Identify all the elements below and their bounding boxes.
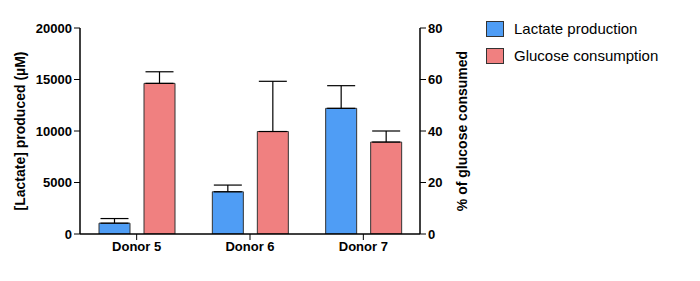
svg-text:% of glucose consumed: % of glucose consumed: [454, 51, 470, 211]
svg-text:20: 20: [428, 175, 442, 190]
svg-text:0: 0: [428, 227, 435, 242]
svg-text:10000: 10000: [36, 124, 72, 139]
html-text:Lactate production: Lactate production: [514, 20, 638, 37]
svg-text:15000: 15000: [36, 72, 72, 87]
svg-text:20000: 20000: [36, 21, 72, 36]
svg-text:0: 0: [65, 227, 72, 242]
svg-text:5000: 5000: [43, 175, 72, 190]
svg-text:60: 60: [428, 72, 442, 87]
svg-text:40: 40: [428, 124, 442, 139]
svg-text:Donor 6: Donor 6: [225, 239, 274, 254]
svg-text:80: 80: [428, 21, 442, 36]
svg-text:Donor 7: Donor 7: [339, 239, 388, 254]
svg-text:Donor 5: Donor 5: [112, 239, 161, 254]
svg-text:[Lactate] produced (µM): [Lactate] produced (µM): [12, 52, 28, 211]
html-text:Glucose consumption: Glucose consumption: [514, 47, 659, 64]
